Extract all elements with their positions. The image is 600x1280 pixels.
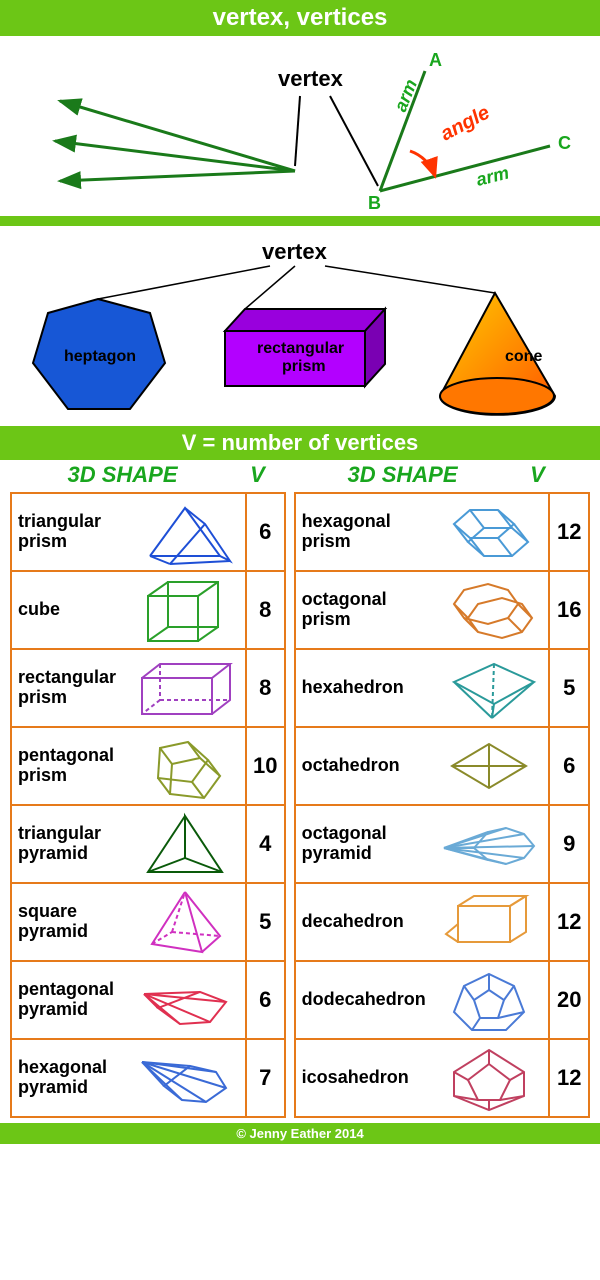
shape-icon bbox=[430, 1039, 550, 1117]
shape-v: 12 bbox=[549, 883, 589, 961]
shape-name: octahedron bbox=[295, 727, 430, 805]
shape-name: icosahedron bbox=[295, 1039, 430, 1117]
table-row: pentagonalpyramid 6dodecahedron 20 bbox=[11, 961, 589, 1039]
column-headers: 3D SHAPE V 3D SHAPE V bbox=[10, 460, 590, 492]
shape-v: 9 bbox=[549, 805, 589, 883]
table-row: triangularprism 6hexagonalprism 12 bbox=[11, 493, 589, 571]
shapes-diagram-svg: vertex heptagon rectangular prism cone bbox=[10, 231, 590, 426]
shape-name: squarepyramid bbox=[11, 883, 126, 961]
point-A: A bbox=[429, 50, 442, 70]
col-shape-1: 3D SHAPE bbox=[10, 462, 235, 488]
shape-name: decahedron bbox=[295, 883, 430, 961]
footer-bar: © Jenny Eather 2014 bbox=[0, 1123, 600, 1144]
shape-name: octagonalpyramid bbox=[295, 805, 430, 883]
shape-v: 7 bbox=[246, 1039, 285, 1117]
heptagon-label: heptagon bbox=[64, 348, 136, 365]
shape-icon bbox=[126, 805, 246, 883]
arm-label-2: arm bbox=[474, 162, 511, 189]
sub-header-bar: V = number of vertices bbox=[0, 426, 600, 460]
panel-vertex-angle: vertex A B C arm arm angle bbox=[0, 36, 600, 216]
shape-name: octagonalprism bbox=[295, 571, 430, 649]
shape-icon bbox=[430, 649, 550, 727]
shape-name: cube bbox=[11, 571, 126, 649]
angle-label: angle bbox=[437, 101, 493, 145]
shape-v: 8 bbox=[246, 571, 285, 649]
table-row: cube 8octagonalprism 16 bbox=[11, 571, 589, 649]
table-row: pentagonalprism 10octahedron 6 bbox=[11, 727, 589, 805]
separator bbox=[0, 216, 600, 226]
rect-prism-label: rectangular bbox=[257, 340, 344, 357]
shape-name: rectangularprism bbox=[11, 649, 126, 727]
table-row: squarepyramid 5decahedron 12 bbox=[11, 883, 589, 961]
shape-name: pentagonalprism bbox=[11, 727, 126, 805]
shape-icon bbox=[126, 883, 246, 961]
shape-icon bbox=[126, 649, 246, 727]
shape-icon bbox=[126, 961, 246, 1039]
shape-v: 12 bbox=[549, 1039, 589, 1117]
vertex-label-2: vertex bbox=[262, 239, 328, 264]
panel-vertex-shapes: vertex heptagon rectangular prism cone bbox=[0, 226, 600, 426]
point-C: C bbox=[558, 133, 571, 153]
shape-icon bbox=[126, 571, 246, 649]
table-row: rectangularprism 8hexahedron 5 bbox=[11, 649, 589, 727]
shapes-table-wrap: 3D SHAPE V 3D SHAPE V triangularprism6he… bbox=[0, 460, 600, 1123]
vertex-label-1: vertex bbox=[278, 66, 344, 91]
point-B: B bbox=[368, 193, 381, 213]
shape-v: 16 bbox=[549, 571, 589, 649]
shape-icon bbox=[430, 727, 550, 805]
cone-label: cone bbox=[505, 348, 542, 365]
shape-v: 6 bbox=[246, 961, 285, 1039]
shape-v: 5 bbox=[549, 649, 589, 727]
shape-v: 6 bbox=[549, 727, 589, 805]
shape-name: hexahedron bbox=[295, 649, 430, 727]
shape-v: 6 bbox=[246, 493, 285, 571]
table-row: hexagonalpyramid 7icosahedron 12 bbox=[11, 1039, 589, 1117]
shape-icon bbox=[430, 805, 550, 883]
shape-name: triangularpyramid bbox=[11, 805, 126, 883]
shape-icon bbox=[430, 493, 550, 571]
shape-v: 10 bbox=[246, 727, 285, 805]
shape-icon bbox=[430, 961, 550, 1039]
shape-icon bbox=[126, 727, 246, 805]
shape-name: hexagonalpyramid bbox=[11, 1039, 126, 1117]
title-bar: vertex, vertices bbox=[0, 0, 600, 36]
shape-v: 20 bbox=[549, 961, 589, 1039]
shapes-table: triangularprism6hexagonalprism12cube8oct… bbox=[10, 492, 590, 1118]
svg-text:prism: prism bbox=[282, 358, 326, 375]
shape-icon bbox=[430, 571, 550, 649]
shape-v: 12 bbox=[549, 493, 589, 571]
vertex-diagram-svg: vertex A B C arm arm angle bbox=[10, 41, 590, 216]
table-row: triangularpyramid 4octagonalpyramid 9 bbox=[11, 805, 589, 883]
shape-icon bbox=[126, 493, 246, 571]
shape-name: hexagonalprism bbox=[295, 493, 430, 571]
shape-name: pentagonalpyramid bbox=[11, 961, 126, 1039]
col-v-1: V bbox=[235, 462, 280, 488]
shape-icon bbox=[126, 1039, 246, 1117]
shape-v: 4 bbox=[246, 805, 285, 883]
shape-v: 5 bbox=[246, 883, 285, 961]
col-shape-2: 3D SHAPE bbox=[290, 462, 515, 488]
shape-name: dodecahedron bbox=[295, 961, 430, 1039]
shape-icon bbox=[430, 883, 550, 961]
shape-name: triangularprism bbox=[11, 493, 126, 571]
col-v-2: V bbox=[515, 462, 560, 488]
shape-v: 8 bbox=[246, 649, 285, 727]
